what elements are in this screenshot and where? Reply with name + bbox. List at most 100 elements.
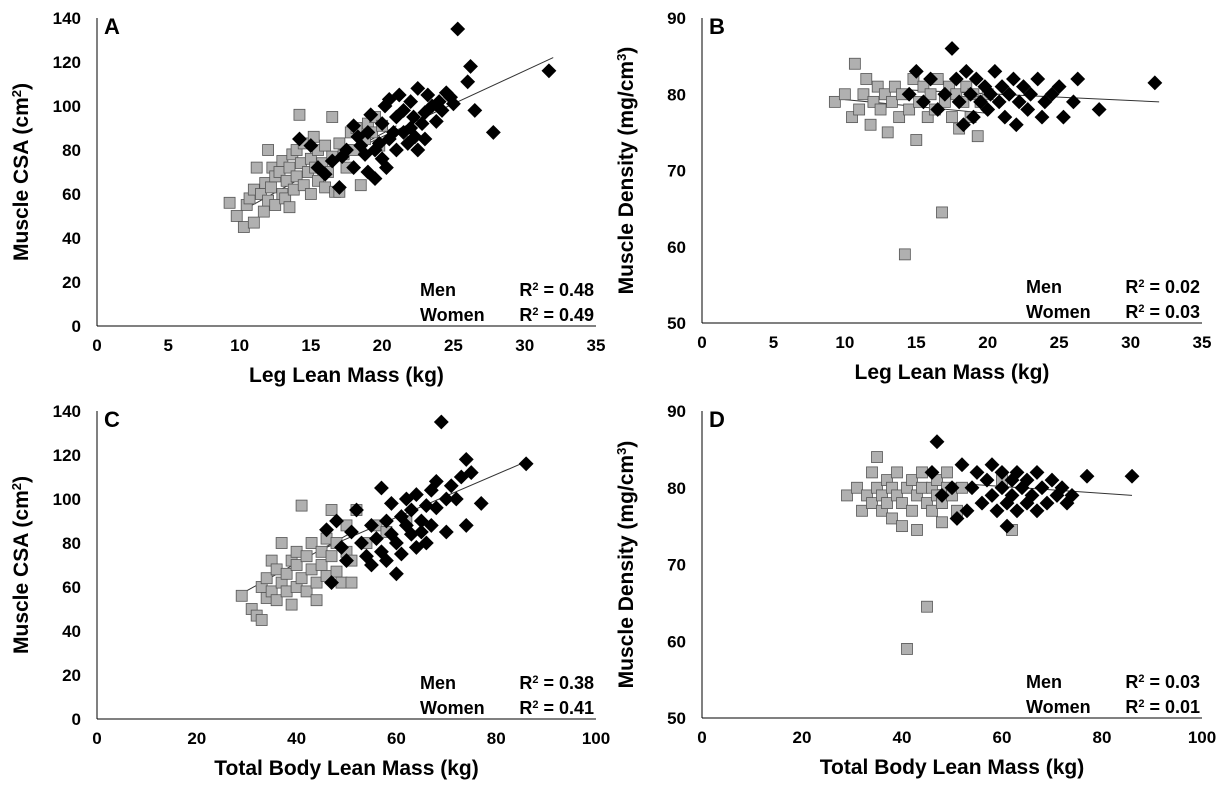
point-men bbox=[1091, 102, 1107, 117]
point-women bbox=[860, 73, 873, 85]
point-women bbox=[270, 594, 283, 607]
point-men bbox=[948, 71, 964, 87]
point-men bbox=[388, 566, 404, 582]
y-tick-label: 80 bbox=[667, 479, 686, 498]
point-women bbox=[896, 520, 908, 533]
panel-letter: B bbox=[709, 14, 725, 39]
point-men bbox=[339, 553, 354, 569]
point-women bbox=[936, 206, 948, 219]
y-tick-label: 100 bbox=[53, 97, 81, 116]
point-women bbox=[223, 196, 236, 209]
legend-label-women: Women bbox=[420, 698, 485, 718]
x-tick-label: 0 bbox=[697, 728, 706, 747]
y-tick-label: 140 bbox=[53, 402, 81, 421]
point-women bbox=[893, 111, 906, 124]
point-men bbox=[388, 535, 404, 551]
point-men bbox=[1044, 86, 1060, 102]
point-women bbox=[262, 144, 274, 156]
x-tick-label: 100 bbox=[582, 729, 610, 748]
point-men bbox=[448, 491, 464, 507]
x-tick-label: 35 bbox=[587, 336, 606, 355]
point-men bbox=[994, 480, 1010, 496]
y-tick-label: 80 bbox=[62, 141, 81, 160]
point-men bbox=[994, 464, 1010, 480]
point-men bbox=[1008, 117, 1024, 133]
point-men bbox=[999, 518, 1015, 534]
point-men bbox=[433, 414, 449, 430]
point-men bbox=[924, 464, 940, 480]
point-women bbox=[828, 95, 841, 108]
point-women bbox=[275, 537, 288, 549]
point-women bbox=[857, 88, 870, 101]
point-women bbox=[891, 466, 903, 479]
point-women bbox=[878, 88, 891, 101]
point-women bbox=[237, 221, 250, 233]
point-men bbox=[980, 102, 996, 117]
point-men bbox=[485, 124, 501, 140]
point-women bbox=[290, 559, 303, 571]
point-women bbox=[871, 80, 884, 93]
point-men bbox=[410, 80, 426, 96]
point-women bbox=[838, 88, 851, 101]
x-tick-label: 30 bbox=[1121, 333, 1140, 352]
point-women bbox=[848, 57, 861, 70]
x-tick-label: 5 bbox=[769, 333, 778, 352]
y-tick-label: 0 bbox=[72, 317, 81, 336]
point-men bbox=[460, 74, 476, 90]
point-women bbox=[300, 585, 313, 598]
x-tick-label: 35 bbox=[1193, 333, 1212, 352]
panel-letter: D bbox=[709, 407, 725, 432]
y-tick-label: 50 bbox=[667, 709, 686, 728]
x-axis-label: Total Body Lean Mass (kg) bbox=[214, 757, 478, 780]
point-men bbox=[1024, 488, 1040, 503]
point-women bbox=[898, 248, 911, 261]
x-tick-label: 40 bbox=[893, 728, 912, 747]
point-women bbox=[971, 130, 984, 143]
legend-label-women: Women bbox=[1026, 697, 1091, 717]
point-women bbox=[297, 179, 310, 192]
x-axis-label: Total Body Lean Mass (kg) bbox=[820, 756, 1084, 779]
point-men bbox=[417, 131, 433, 147]
y-axis-label: Muscle CSA (cm2) bbox=[9, 83, 34, 261]
point-women bbox=[871, 451, 883, 463]
point-men bbox=[1016, 79, 1031, 95]
point-men bbox=[410, 142, 426, 158]
point-women bbox=[911, 524, 923, 536]
point-men bbox=[916, 94, 931, 110]
y-axis-label: Muscle Density (mg/cm3) bbox=[614, 441, 639, 689]
point-women bbox=[921, 600, 933, 613]
point-women bbox=[312, 174, 324, 187]
point-men bbox=[1070, 71, 1086, 87]
point-women bbox=[276, 155, 289, 167]
point-men bbox=[329, 513, 344, 529]
point-men bbox=[331, 179, 347, 195]
point-women bbox=[946, 111, 958, 124]
point-women bbox=[250, 161, 263, 174]
point-men bbox=[396, 102, 411, 118]
y-tick-label: 80 bbox=[62, 534, 81, 553]
legend-label-men: Men bbox=[1026, 672, 1062, 692]
legend-label-men: Men bbox=[420, 673, 456, 693]
point-men bbox=[930, 102, 946, 117]
point-women bbox=[881, 126, 894, 139]
point-men bbox=[346, 160, 362, 176]
y-tick-label: 90 bbox=[667, 9, 686, 28]
point-men bbox=[1034, 109, 1050, 125]
point-men bbox=[364, 517, 379, 533]
point-men bbox=[959, 503, 975, 519]
point-women bbox=[903, 103, 916, 116]
point-men bbox=[428, 473, 444, 489]
point-men bbox=[388, 142, 404, 158]
point-men bbox=[428, 113, 444, 129]
point-men bbox=[1029, 464, 1045, 480]
point-men bbox=[1029, 503, 1045, 519]
point-men bbox=[1066, 94, 1081, 110]
point-women bbox=[265, 181, 277, 194]
point-men bbox=[378, 160, 394, 176]
x-tick-label: 80 bbox=[487, 729, 506, 748]
legend-label-men: Men bbox=[420, 280, 456, 300]
point-women bbox=[881, 497, 893, 510]
point-women bbox=[886, 512, 898, 525]
point-men bbox=[1037, 94, 1053, 110]
point-men bbox=[319, 522, 334, 538]
